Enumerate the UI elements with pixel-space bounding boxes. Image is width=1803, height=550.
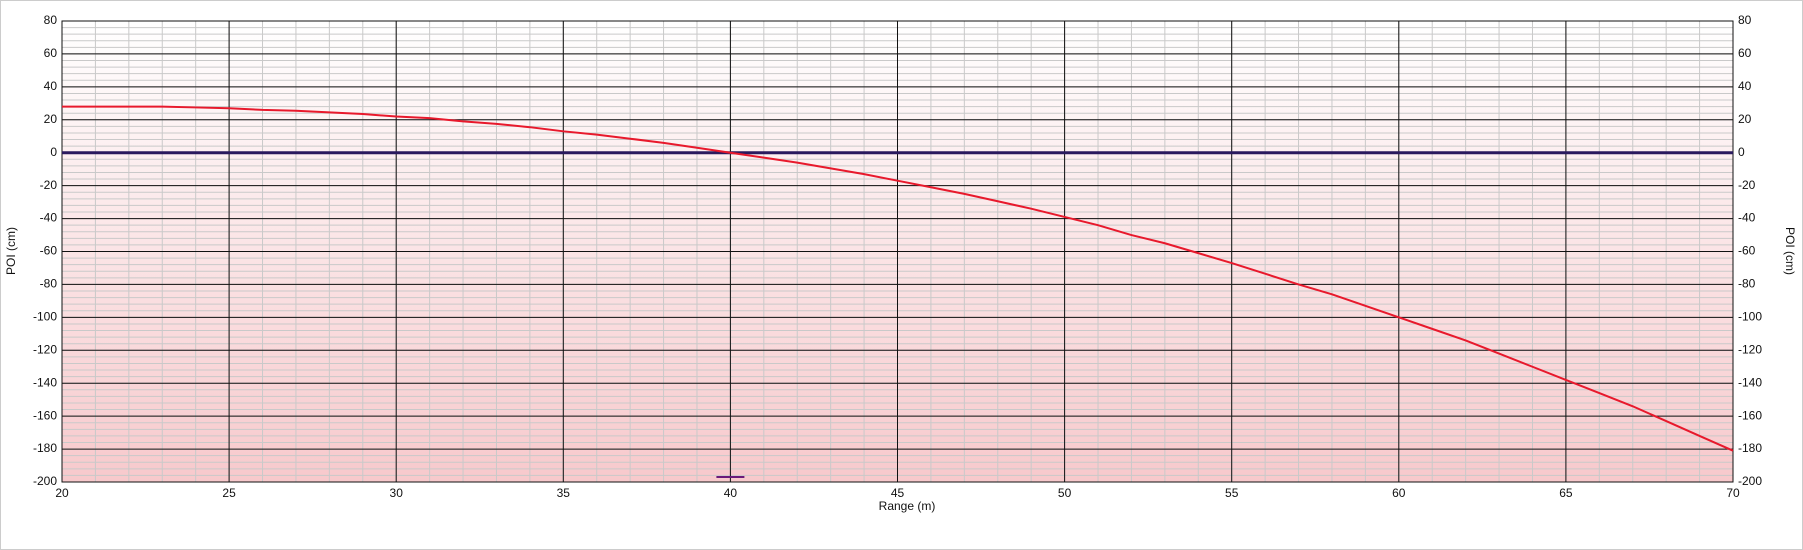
- y2-tick-label: -80: [1738, 277, 1756, 291]
- y2-tick-label: -60: [1738, 244, 1756, 258]
- y-tick-label: 20: [44, 112, 58, 126]
- y2-tick-label: 60: [1738, 46, 1752, 60]
- y2-tick-label: -200: [1738, 474, 1762, 488]
- x-tick-label: 40: [724, 486, 738, 500]
- x-tick-label: 65: [1559, 486, 1573, 500]
- x-tick-label: 20: [55, 486, 69, 500]
- y-tick-label: -40: [40, 211, 58, 225]
- y2-tick-label: 0: [1738, 145, 1745, 159]
- y-tick-label: -200: [33, 474, 57, 488]
- y-tick-label: -160: [33, 408, 57, 422]
- x-tick-label: 25: [222, 486, 236, 500]
- y-axis-label: POI (cm): [4, 227, 18, 275]
- y2-tick-label: -140: [1738, 375, 1762, 389]
- x-tick-label: 55: [1225, 486, 1239, 500]
- y2-tick-label: -40: [1738, 211, 1756, 225]
- y2-tick-label: -180: [1738, 441, 1762, 455]
- x-tick-label: 45: [891, 486, 905, 500]
- x-tick-label: 70: [1726, 486, 1740, 500]
- y-tick-label: 80: [44, 13, 58, 27]
- y-tick-label: 40: [44, 79, 58, 93]
- x-tick-label: 30: [390, 486, 404, 500]
- data-line: [62, 105, 1734, 452]
- y2-tick-label: 80: [1738, 13, 1752, 27]
- y2-tick-label: -100: [1738, 310, 1762, 324]
- y-tick-label: -60: [40, 244, 58, 258]
- x-tick-label: 35: [557, 486, 571, 500]
- y2-tick-label: -120: [1738, 342, 1762, 356]
- y-tick-label: -100: [33, 310, 57, 324]
- y2-tick-label: -20: [1738, 178, 1756, 192]
- y2-tick-label: 20: [1738, 112, 1752, 126]
- y-tick-label: -20: [40, 178, 58, 192]
- y-tick-label: 0: [50, 145, 57, 159]
- x-tick-label: 60: [1392, 486, 1406, 500]
- y-tick-label: -80: [40, 277, 58, 291]
- x-axis-label: Range (m): [879, 499, 936, 513]
- y2-tick-label: -160: [1738, 408, 1762, 422]
- y-tick-label: -180: [33, 441, 57, 455]
- y-tick-label: -120: [33, 342, 57, 356]
- y2-tick-label: 40: [1738, 79, 1752, 93]
- y-tick-label: -140: [33, 375, 57, 389]
- y-tick-label: 60: [44, 46, 58, 60]
- y2-axis-label: POI (cm): [1783, 227, 1797, 275]
- x-tick-label: 50: [1058, 486, 1072, 500]
- plot-border: [61, 20, 1734, 483]
